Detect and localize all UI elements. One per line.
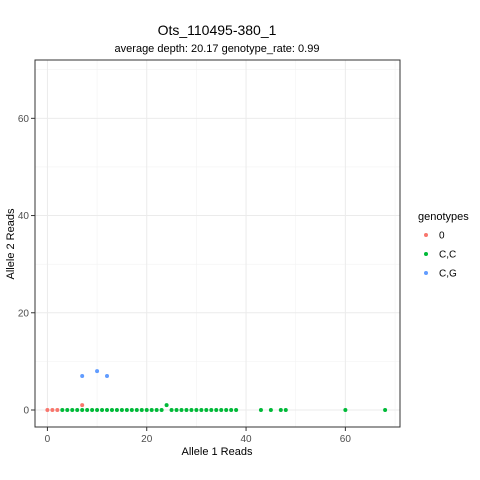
data-point: [343, 407, 348, 412]
y-axis-title: Allele 2 Reads: [5, 208, 17, 279]
axis-ticks: 0 20 40 60 0 20 40 60: [18, 114, 351, 445]
data-point: [124, 407, 129, 412]
data-point: [70, 407, 75, 412]
plot-panel-border: [34, 59, 401, 428]
data-point: [139, 407, 144, 412]
x-tick-label: 0: [45, 434, 51, 445]
data-point: [80, 407, 85, 412]
data-point: [204, 407, 209, 412]
data-point: [100, 407, 105, 412]
data-point: [164, 403, 169, 408]
data-points: [45, 369, 388, 412]
legend-label: C,G: [439, 269, 457, 280]
data-point: [105, 373, 110, 378]
data-point: [80, 373, 85, 378]
data-point: [189, 407, 194, 412]
data-point: [144, 407, 149, 412]
legend-key: [424, 252, 428, 256]
data-point: [194, 407, 199, 412]
x-tick-label: 60: [340, 434, 352, 445]
data-point: [129, 407, 134, 412]
y-tick-label: 60: [18, 114, 30, 125]
y-tick-label: 40: [18, 211, 30, 222]
data-point: [134, 407, 139, 412]
legend-label: C,C: [439, 250, 456, 261]
data-point: [169, 407, 174, 412]
legend-key: [424, 271, 428, 275]
data-point: [85, 407, 90, 412]
x-tick-label: 20: [141, 434, 153, 445]
data-point: [109, 407, 114, 412]
data-point: [45, 407, 50, 412]
data-point: [95, 407, 100, 412]
data-point: [258, 407, 263, 412]
data-point: [75, 407, 80, 412]
x-tick-label: 40: [240, 434, 252, 445]
data-point: [114, 407, 119, 412]
data-point: [95, 369, 100, 374]
y-tick-label: 20: [18, 308, 30, 319]
data-point: [268, 407, 273, 412]
data-point: [105, 407, 110, 412]
legend: genotypes 0 C,C C,G: [418, 211, 469, 280]
data-point: [60, 407, 65, 412]
legend-label: 0: [439, 231, 445, 242]
chart-title: Ots_110495-380_1: [158, 22, 277, 38]
data-point: [283, 407, 288, 412]
data-point: [209, 407, 214, 412]
data-point: [224, 407, 229, 412]
data-point: [159, 407, 164, 412]
x-axis-title: Allele 1 Reads: [182, 446, 253, 458]
data-point: [65, 407, 70, 412]
data-point: [383, 407, 388, 412]
data-point: [80, 403, 85, 408]
chart-subtitle: average depth: 20.17 genotype_rate: 0.99: [115, 43, 320, 55]
data-point: [229, 407, 234, 412]
data-point: [179, 407, 184, 412]
data-point: [278, 407, 283, 412]
y-tick-label: 0: [23, 405, 29, 416]
data-point: [184, 407, 189, 412]
data-point: [119, 407, 124, 412]
data-point: [219, 407, 224, 412]
data-point: [234, 407, 239, 412]
data-point: [199, 407, 204, 412]
legend-key: [424, 233, 428, 237]
data-point: [174, 407, 179, 412]
data-point: [214, 407, 219, 412]
data-point: [90, 407, 95, 412]
legend-title: genotypes: [418, 211, 469, 223]
data-point: [55, 407, 60, 412]
data-point: [50, 407, 55, 412]
data-point: [149, 407, 154, 412]
data-point: [154, 407, 159, 412]
